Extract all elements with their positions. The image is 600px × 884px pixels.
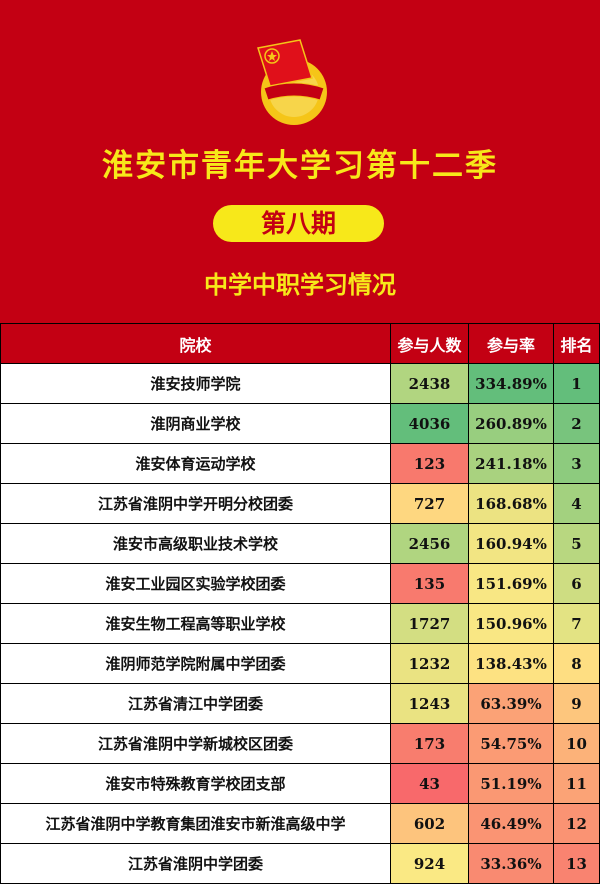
table-row: 江苏省淮阴中学教育集团淮安市新淮高级中学 602 46.49% 12 xyxy=(0,803,600,844)
school-cell: 江苏省淮阴中学开明分校团委 xyxy=(0,483,391,524)
table-row: 江苏省淮阴中学团委 924 33.36% 13 xyxy=(0,843,600,884)
rate-cell: 160.94% xyxy=(468,523,554,564)
school-cell: 淮安体育运动学校 xyxy=(0,443,391,484)
rank-cell: 12 xyxy=(553,803,600,844)
table-row: 淮安生物工程高等职业学校 1727 150.96% 7 xyxy=(0,603,600,644)
rank-cell: 4 xyxy=(553,483,600,524)
rate-cell: 54.75% xyxy=(468,723,554,764)
count-cell: 1727 xyxy=(390,603,469,644)
header-count: 参与人数 xyxy=(390,323,469,364)
rank-cell: 1 xyxy=(553,363,600,404)
table-row: 淮阴商业学校 4036 260.89% 2 xyxy=(0,403,600,444)
count-cell: 2438 xyxy=(390,363,469,404)
count-cell: 1243 xyxy=(390,683,469,724)
rank-cell: 7 xyxy=(553,603,600,644)
school-cell: 淮安技师学院 xyxy=(0,363,391,404)
school-cell: 淮阴师范学院附属中学团委 xyxy=(0,643,391,684)
table-row: 淮阴师范学院附属中学团委 1232 138.43% 8 xyxy=(0,643,600,684)
school-cell: 淮安市高级职业技术学校 xyxy=(0,523,391,564)
page-title: 淮安市青年大学习第十二季 xyxy=(102,148,498,184)
rate-cell: 63.39% xyxy=(468,683,554,724)
rank-cell: 9 xyxy=(553,683,600,724)
school-cell: 淮阴商业学校 xyxy=(0,403,391,444)
rate-cell: 151.69% xyxy=(468,563,554,604)
count-cell: 2456 xyxy=(390,523,469,564)
communist-youth-league-emblem-icon xyxy=(257,39,327,125)
school-cell: 江苏省淮阴中学新城校区团委 xyxy=(0,723,391,764)
rate-cell: 33.36% xyxy=(468,843,554,884)
count-cell: 602 xyxy=(390,803,469,844)
table-header-row: 院校 参与人数 参与率 排名 xyxy=(0,323,600,364)
table-row: 江苏省淮阴中学新城校区团委 173 54.75% 10 xyxy=(0,723,600,764)
table-row: 淮安市特殊教育学校团支部 43 51.19% 11 xyxy=(0,763,600,804)
school-cell: 淮安市特殊教育学校团支部 xyxy=(0,763,391,804)
table-row: 淮安体育运动学校 123 241.18% 3 xyxy=(0,443,600,484)
rate-cell: 138.43% xyxy=(468,643,554,684)
table-row: 淮安市高级职业技术学校 2456 160.94% 5 xyxy=(0,523,600,564)
header-banner: 淮安市青年大学习第十二季 第八期 中学中职学习情况 xyxy=(0,0,600,323)
count-cell: 173 xyxy=(390,723,469,764)
rate-cell: 46.49% xyxy=(468,803,554,844)
table-row: 淮安技师学院 2438 334.89% 1 xyxy=(0,363,600,404)
header-rank: 排名 xyxy=(553,323,600,364)
rate-cell: 260.89% xyxy=(468,403,554,444)
rank-cell: 3 xyxy=(553,443,600,484)
count-cell: 727 xyxy=(390,483,469,524)
school-cell: 淮安工业园区实验学校团委 xyxy=(0,563,391,604)
count-cell: 1232 xyxy=(390,643,469,684)
table-row: 江苏省清江中学团委 1243 63.39% 9 xyxy=(0,683,600,724)
rate-cell: 150.96% xyxy=(468,603,554,644)
header-school: 院校 xyxy=(0,323,391,364)
rate-cell: 51.19% xyxy=(468,763,554,804)
rank-cell: 5 xyxy=(553,523,600,564)
rank-cell: 10 xyxy=(553,723,600,764)
table-row: 淮安工业园区实验学校团委 135 151.69% 6 xyxy=(0,563,600,604)
count-cell: 43 xyxy=(390,763,469,804)
school-cell: 淮安生物工程高等职业学校 xyxy=(0,603,391,644)
rank-cell: 6 xyxy=(553,563,600,604)
rank-cell: 8 xyxy=(553,643,600,684)
rank-cell: 2 xyxy=(553,403,600,444)
rate-cell: 168.68% xyxy=(468,483,554,524)
count-cell: 4036 xyxy=(390,403,469,444)
header-rate: 参与率 xyxy=(468,323,554,364)
school-cell: 江苏省淮阴中学团委 xyxy=(0,843,391,884)
school-cell: 江苏省淮阴中学教育集团淮安市新淮高级中学 xyxy=(0,803,391,844)
participation-table: 院校 参与人数 参与率 排名 淮安技师学院 2438 334.89% 1 淮阴商业学校 4… xyxy=(0,323,600,884)
rank-cell: 13 xyxy=(553,843,600,884)
school-cell: 江苏省清江中学团委 xyxy=(0,683,391,724)
rank-cell: 11 xyxy=(553,763,600,804)
count-cell: 135 xyxy=(390,563,469,604)
rate-cell: 334.89% xyxy=(468,363,554,404)
count-cell: 123 xyxy=(390,443,469,484)
issue-badge: 第八期 xyxy=(213,205,384,242)
rate-cell: 241.18% xyxy=(468,443,554,484)
page-subtitle: 中学中职学习情况 xyxy=(204,270,396,299)
table-row: 江苏省淮阴中学开明分校团委 727 168.68% 4 xyxy=(0,483,600,524)
